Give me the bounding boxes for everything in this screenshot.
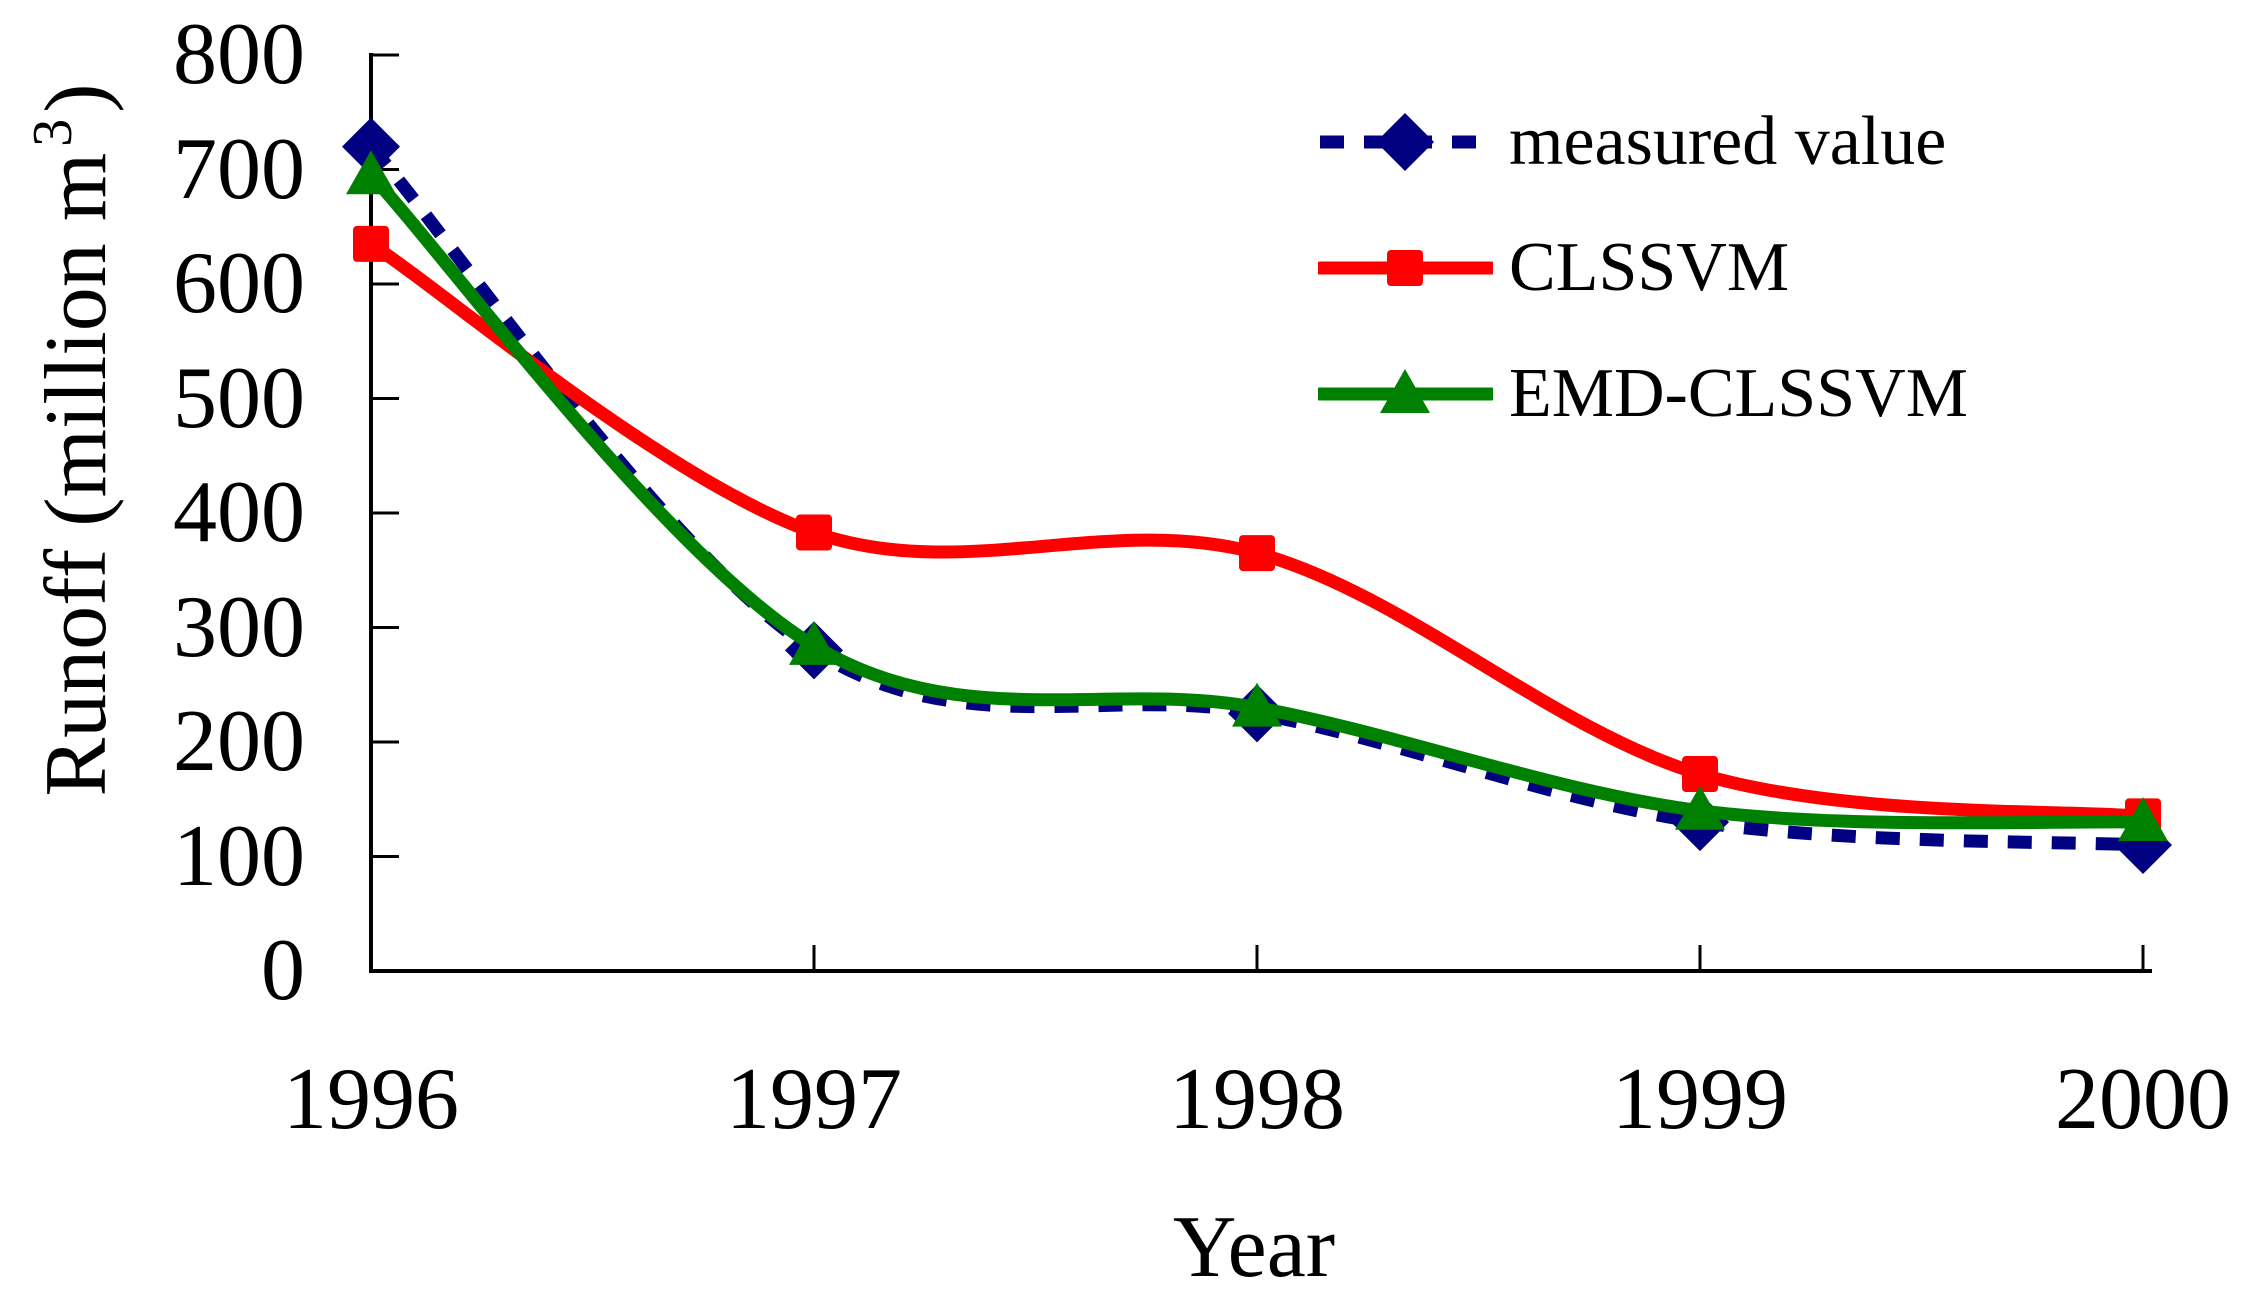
y-tick-label: 800 [173,6,305,103]
x-tick-label: 1999 [1612,1051,1788,1148]
legend-diamond-line-icon [1320,113,1491,171]
series-line-emd-clssvm [364,168,2150,830]
marker-square-1996 [353,225,389,262]
legend-marker-sample [1387,250,1423,286]
marker-square-1997 [796,514,832,551]
marker-triangle-2000 [2118,797,2168,842]
legend-label: EMD-CLSSVM [1509,355,1968,432]
axes [369,53,2152,973]
y-tick-label: 100 [173,807,305,905]
legend-marker-sample [1380,369,1430,413]
y-axis-title-text: Runoff (million m [28,152,125,797]
series-line-measured-value [366,142,2144,852]
marker-triangle-1996 [346,150,396,195]
marker-square-1998 [1239,535,1275,572]
y-tick-label: 0 [261,922,305,1019]
y-tick-label: 600 [173,235,305,332]
y-tick-label: 200 [173,693,305,790]
legend-triangle-line-icon [1318,369,1493,413]
x-tick-label: 2000 [2055,1051,2231,1148]
legend-item-measured-value: measured value [1318,103,1968,180]
x-tick-label: 1996 [283,1051,459,1148]
legend-square-line-icon [1318,250,1493,286]
y-tick-label: 400 [173,464,305,561]
series-emd-clssvm [346,150,2168,842]
marker-triangle-1999 [1675,785,1725,830]
y-tick-label: 500 [173,349,305,447]
legend-label: CLSSVM [1509,229,1790,306]
y-axis-title-superscript: 3 [22,118,84,147]
legend-item-emd-clssvm: EMD-CLSSVM [1318,355,1968,432]
y-axis-title-close-paren: ) [28,83,125,113]
legend-item-clssvm: CLSSVM [1318,229,1968,306]
legend-label: measured value [1509,103,1947,180]
x-tick-label: 1997 [726,1051,902,1148]
y-axis-title: Runoff (million m 3) [22,83,137,797]
y-tick-label: 700 [173,120,305,218]
y-tick-label: 300 [173,578,305,676]
marker-diamond-1996 [342,117,400,176]
marker-triangle-1997 [789,620,839,665]
legend: measured value CLSSVM EMD-CLSSVM [1318,103,1968,432]
x-axis-title: Year [1172,1199,1336,1296]
marker-square-1999 [1682,756,1718,793]
x-tick-label: 1998 [1169,1051,1345,1148]
legend-marker-sample [1376,113,1434,171]
marker-triangle-1998 [1232,682,1282,727]
